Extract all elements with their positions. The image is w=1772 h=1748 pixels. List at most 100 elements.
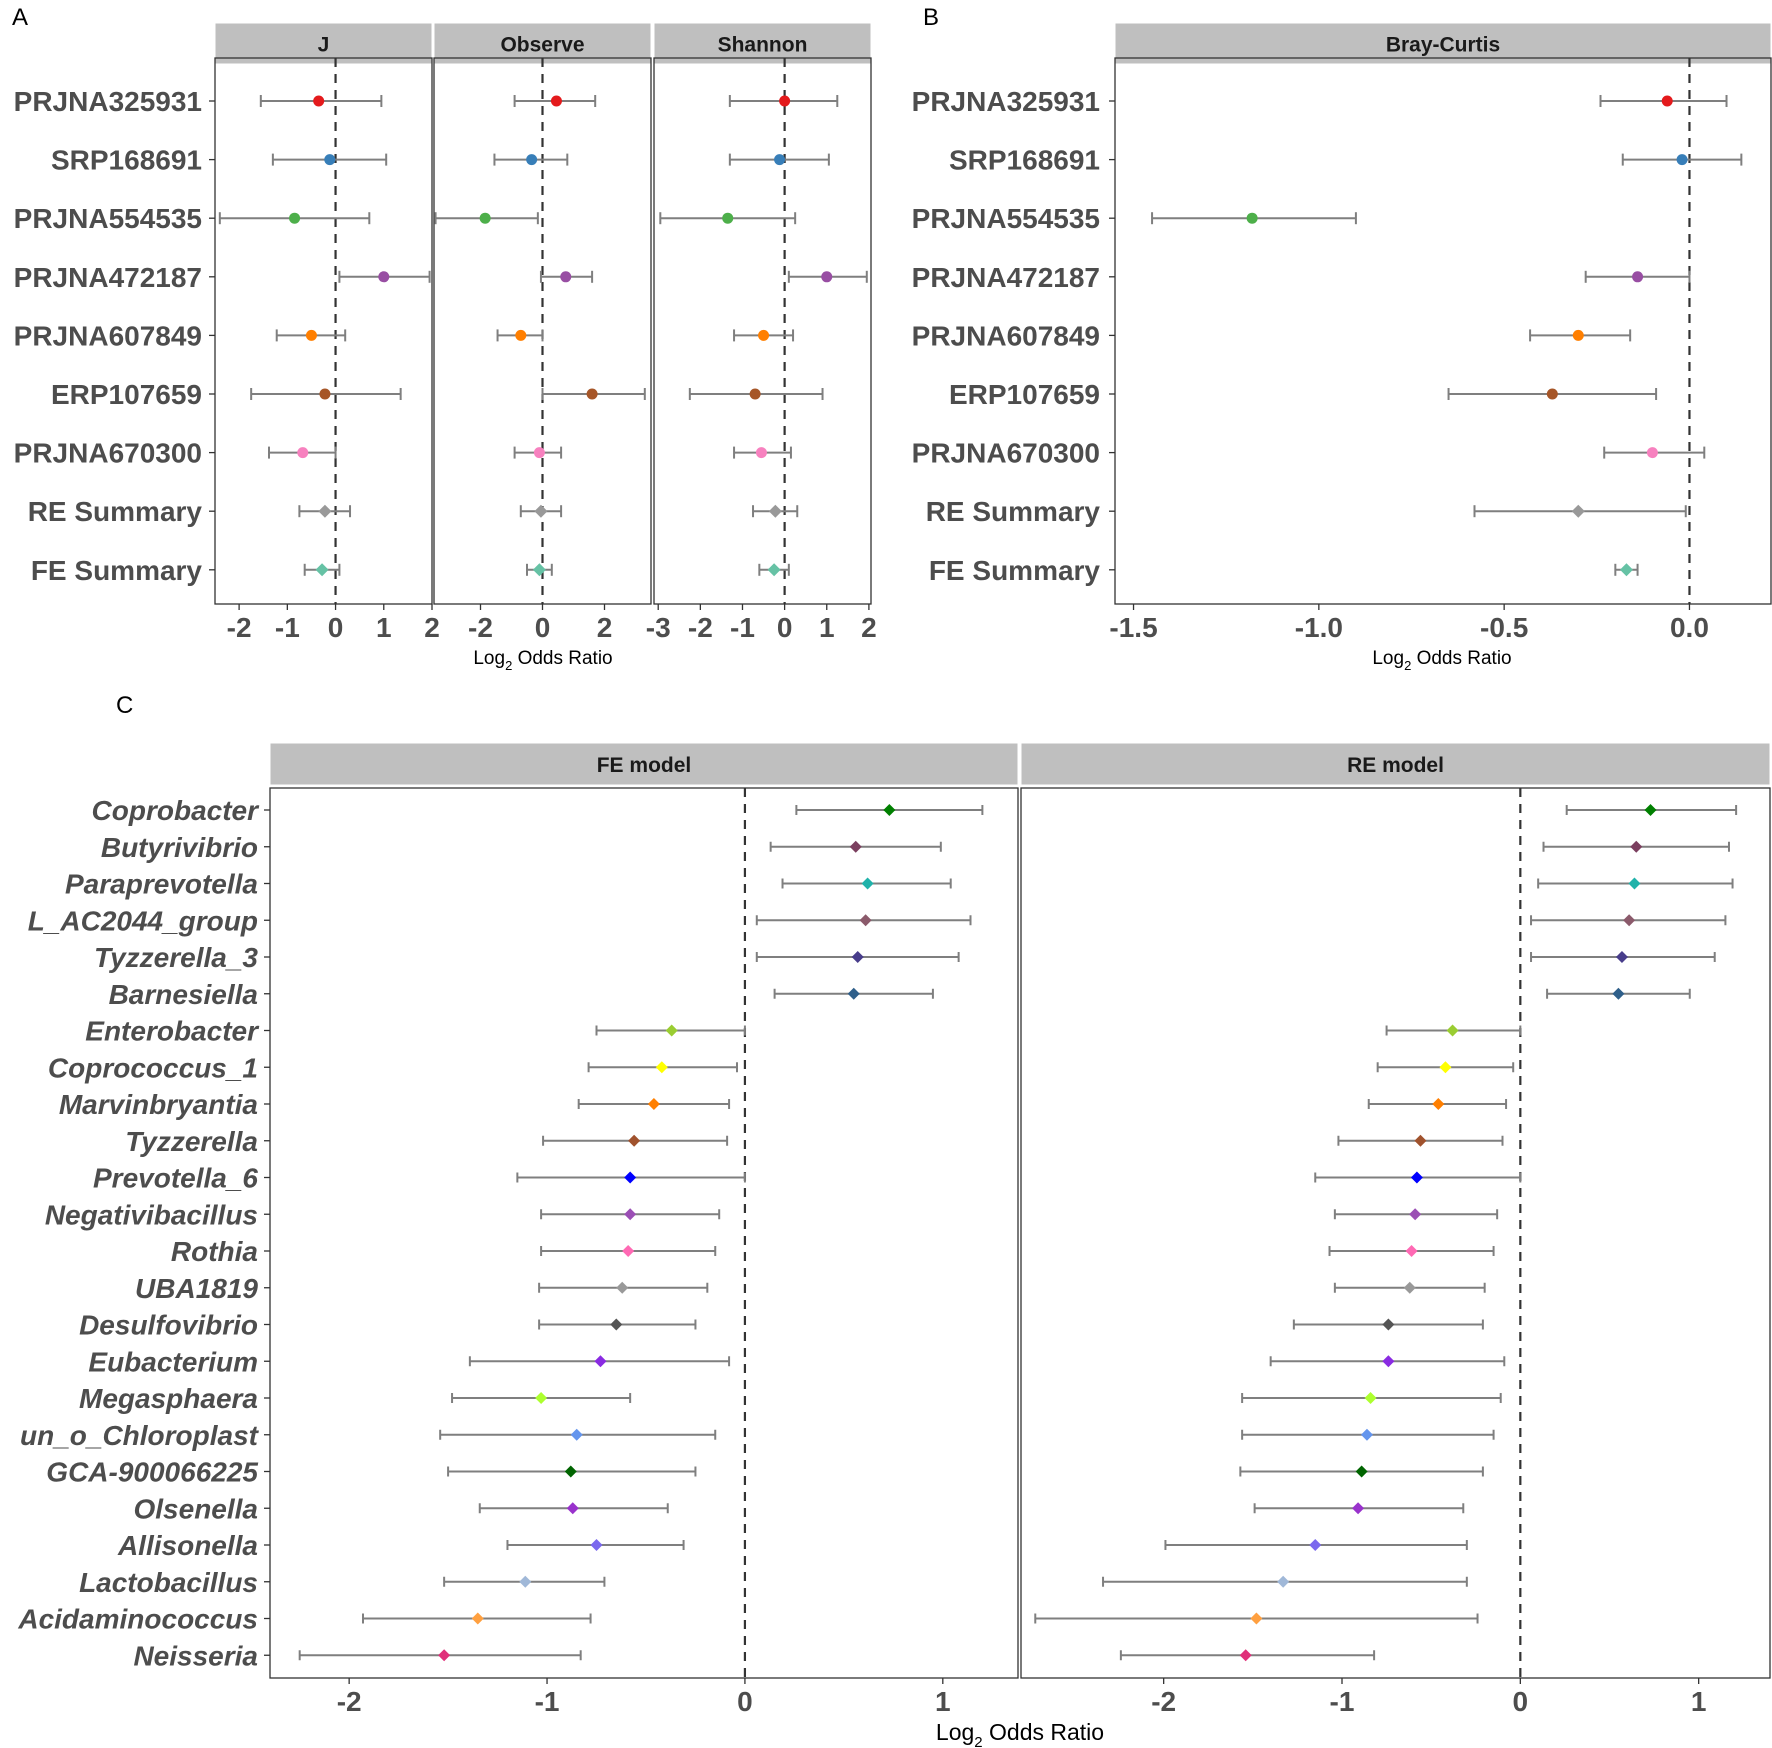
point-estimate-observe-prjna325931	[550, 95, 562, 107]
point-estimate-re-model-barnesiella	[1612, 987, 1625, 1000]
facet-layer: J PRJNA325931 SRP168691 PRJNA554535 PRJNA472…	[14, 22, 1772, 1717]
point-estimate-j-prjna554535	[289, 212, 301, 224]
point-estimate-bray-curtis-prjna670300	[1646, 447, 1658, 459]
point-estimate-fe-model-negativibacillus	[624, 1208, 637, 1221]
y-label-tyzzerella-3: Tyzzerella_3	[94, 942, 258, 973]
x-tick-label-j-2: 2	[424, 612, 440, 643]
point-estimate-re-model-prevotella-6	[1410, 1171, 1423, 1184]
x-tick-label-shannon-2: 2	[861, 612, 877, 643]
point-estimate-re-model-lactobacillus	[1277, 1575, 1290, 1588]
point-estimate-fe-model-coprobacter	[883, 804, 896, 816]
y-label-gca-900066225: GCA-900066225	[46, 1457, 258, 1488]
point-estimate-bray-curtis-erp107659	[1546, 388, 1558, 400]
point-estimate-j-prjna325931	[313, 95, 325, 107]
y-label-tyzzerella: Tyzzerella	[125, 1126, 258, 1157]
x-tick-label-bray-curtis-1-5: -1.5	[1109, 612, 1157, 643]
point-estimate-re-model-coprobacter	[1644, 804, 1657, 816]
point-estimate-re-model-olsenella	[1352, 1502, 1365, 1515]
facet-strip-label-fe-model: FE model	[597, 754, 692, 777]
x-tick-label-bray-curtis-1-0: -1.0	[1295, 612, 1343, 643]
x-tick-label-j-0: 0	[328, 612, 344, 643]
point-estimate-fe-model-marvinbryantia	[647, 1098, 660, 1110]
x-tick-label-fe-model-0: 0	[737, 1686, 753, 1717]
y-label-prjna472187: PRJNA472187	[912, 262, 1100, 293]
point-estimate-re-model-l-ac2044-group	[1623, 914, 1636, 927]
point-estimate-fe-model-un-o-chloroplast	[570, 1428, 583, 1441]
point-estimate-observe-prjna472187	[560, 271, 572, 283]
point-estimate-re-model-rothia	[1405, 1245, 1418, 1257]
x-tick-label-shannon-2: -2	[688, 612, 713, 643]
point-estimate-fe-model-prevotella-6	[624, 1171, 637, 1184]
x-tick-label-observe-2: 2	[597, 612, 613, 643]
y-label-prjna670300: PRJNA670300	[14, 438, 202, 469]
x-tick-label-fe-model-1: -1	[535, 1686, 560, 1717]
y-label-marvinbryantia: Marvinbryantia	[59, 1089, 258, 1120]
panel-c-label: C	[116, 692, 133, 719]
point-estimate-shannon-erp107659	[749, 388, 761, 400]
point-estimate-fe-model-desulfovibrio	[610, 1318, 623, 1331]
point-estimate-bray-curtis-srp168691	[1676, 154, 1688, 166]
point-estimate-j-prjna607849	[305, 329, 317, 341]
point-estimate-shannon-prjna607849	[758, 329, 770, 341]
point-estimate-re-model-marvinbryantia	[1432, 1098, 1445, 1110]
point-estimate-fe-model-lactobacillus	[519, 1575, 532, 1588]
facet-border-re-model	[1020, 787, 1771, 1679]
y-label-prjna554535: PRJNA554535	[14, 203, 202, 234]
point-estimate-j-erp107659	[319, 388, 331, 400]
point-estimate-fe-model-eubacterium	[594, 1355, 607, 1368]
point-estimate-shannon-re-summary	[768, 504, 782, 518]
point-estimate-re-model-eubacterium	[1382, 1355, 1395, 1368]
x-tick-label-shannon-1: -1	[730, 612, 755, 643]
y-label-fe-summary: FE Summary	[31, 555, 203, 586]
point-estimate-fe-model-tyzzerella-3	[851, 951, 864, 963]
facet-strip-j	[214, 22, 433, 65]
point-estimate-re-model-megasphaera	[1364, 1392, 1377, 1404]
point-estimate-fe-model-acidaminococcus	[471, 1612, 484, 1625]
y-label-megasphaera: Megasphaera	[79, 1383, 258, 1414]
point-estimate-observe-srp168691	[526, 154, 538, 166]
point-estimate-shannon-fe-summary	[767, 563, 781, 577]
point-estimate-re-model-tyzzerella-3	[1615, 951, 1628, 963]
point-estimate-observe-prjna607849	[515, 329, 527, 341]
y-label-prjna325931: PRJNA325931	[14, 86, 202, 117]
y-label-l-ac2044-group: L_AC2044_group	[28, 905, 258, 936]
facet-strip-label-observe: Observe	[500, 34, 584, 57]
panel-c-x-axis-title: Log2 Odds Ratio	[936, 1719, 1104, 1748]
point-estimate-re-model-gca-900066225	[1355, 1465, 1368, 1478]
point-estimate-bray-curtis-fe-summary	[1619, 563, 1633, 577]
point-estimate-re-model-acidaminococcus	[1250, 1612, 1263, 1625]
y-label-prjna607849: PRJNA607849	[912, 320, 1100, 351]
point-estimate-j-re-summary	[318, 504, 332, 518]
facet-strip-label-re-model: RE model	[1347, 754, 1444, 777]
y-label-erp107659: ERP107659	[51, 379, 202, 410]
point-estimate-fe-model-olsenella	[566, 1502, 579, 1515]
x-tick-label-observe-2: -2	[468, 612, 493, 643]
point-estimate-re-model-negativibacillus	[1409, 1208, 1422, 1221]
y-label-fe-summary: FE Summary	[929, 555, 1101, 586]
facet-bray-curtis: Bray-Curtis PRJNA325931 SRP168691 PRJNA5545…	[912, 22, 1772, 643]
y-label-prjna472187: PRJNA472187	[14, 262, 202, 293]
point-estimate-fe-model-tyzzerella	[628, 1134, 641, 1147]
point-estimate-re-model-butyrivibrio	[1630, 840, 1643, 853]
y-label-rothia: Rothia	[171, 1236, 258, 1267]
point-estimate-re-model-enterobacter	[1446, 1024, 1459, 1037]
facet-j: J PRJNA325931 SRP168691 PRJNA554535 PRJNA472…	[14, 22, 440, 643]
y-label-neisseria: Neisseria	[133, 1640, 258, 1671]
x-tick-label-j-2: -2	[227, 612, 252, 643]
facet-re-model: RE model -2 -1 0 1	[1020, 742, 1771, 1717]
y-label-re-summary: RE Summary	[926, 496, 1101, 527]
point-estimate-re-model-desulfovibrio	[1382, 1318, 1395, 1331]
point-estimate-observe-erp107659	[586, 388, 598, 400]
point-estimate-bray-curtis-prjna554535	[1246, 212, 1258, 224]
point-estimate-re-model-neisseria	[1239, 1649, 1252, 1662]
x-tick-label-j-1: 1	[376, 612, 392, 643]
facet-border-j	[214, 57, 433, 605]
point-estimate-re-model-uba1819	[1403, 1281, 1416, 1294]
y-label-barnesiella: Barnesiella	[109, 979, 258, 1010]
facet-strip-fe-model	[269, 742, 1019, 786]
y-label-prjna554535: PRJNA554535	[912, 203, 1100, 234]
y-label-enterobacter: Enterobacter	[85, 1016, 260, 1047]
point-estimate-re-model-paraprevotella	[1628, 877, 1641, 890]
